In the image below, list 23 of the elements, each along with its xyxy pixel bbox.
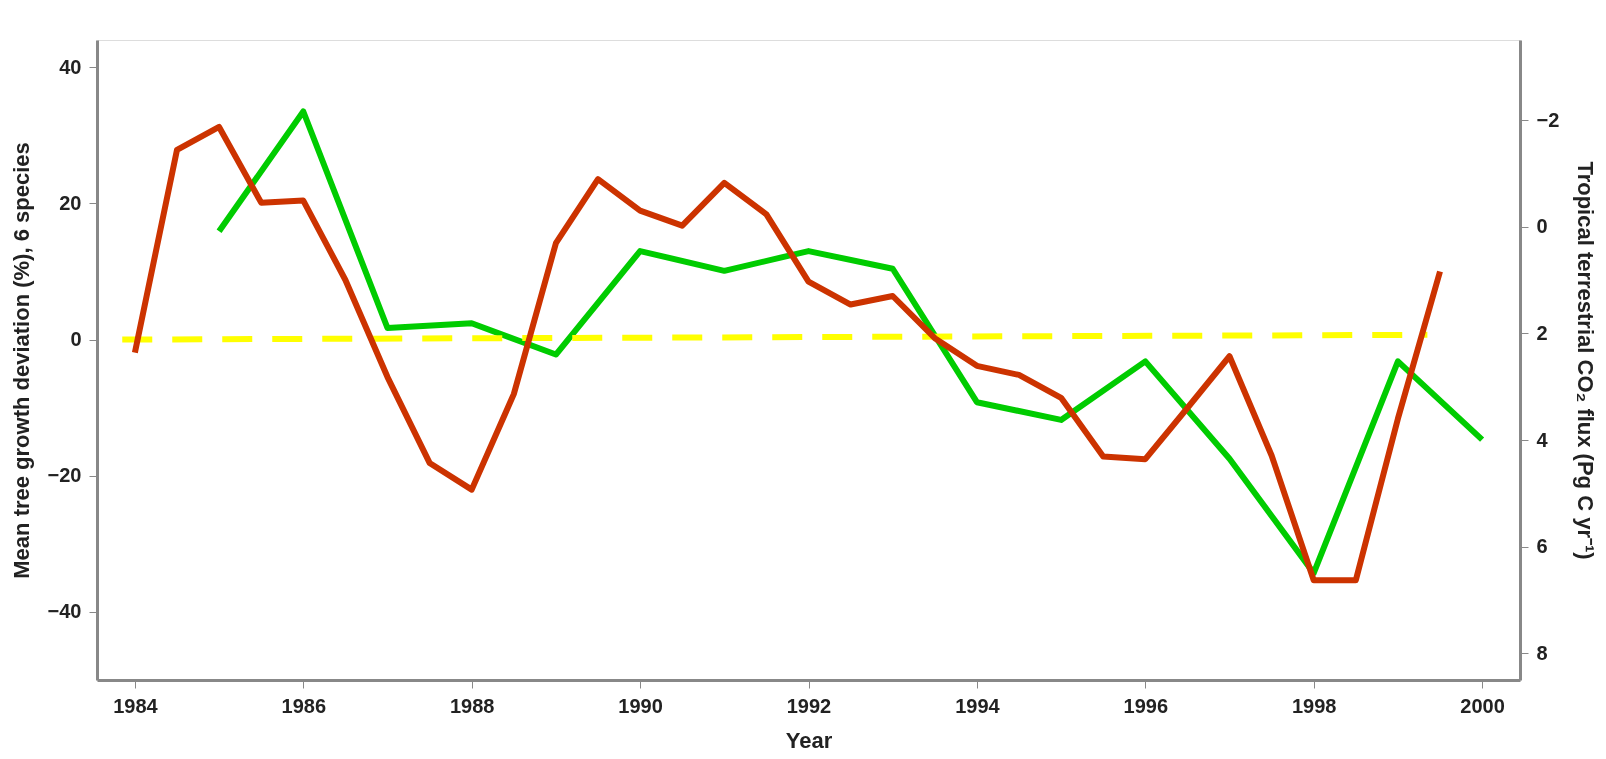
x-tick-label: 1996 <box>1123 694 1169 717</box>
x-tick-label: 2000 <box>1460 694 1505 717</box>
x-axis-title: Year <box>785 727 833 753</box>
y2-tick-label: −2 <box>1536 108 1560 131</box>
x-tick-label: 1988 <box>449 694 495 717</box>
y2-tick-label: 4 <box>1536 428 1549 451</box>
y-axis-title: Mean tree growth deviation (%), 6 species <box>8 142 34 579</box>
y-tick-label: −20 <box>47 464 82 487</box>
y-tick-label: −40 <box>47 600 82 623</box>
y2-tick-label: 8 <box>1536 641 1548 664</box>
y2-tick-label: 6 <box>1536 535 1548 558</box>
x-tick-label: 1990 <box>618 694 663 717</box>
y-tick-label: 40 <box>59 55 82 78</box>
y2-axis-title: Tropical terrestrial CO₂ flux (Pg C yr⁻¹) <box>1573 161 1599 560</box>
y-tick-label: 0 <box>70 328 82 351</box>
y-tick-label: 20 <box>59 191 82 214</box>
y2-tick-label: 2 <box>1536 321 1548 344</box>
x-tick-label: 1984 <box>113 694 159 717</box>
x-tick-label: 1992 <box>786 694 832 717</box>
x-tick-label: 1986 <box>281 694 327 717</box>
y2-tick-label: 0 <box>1536 215 1548 238</box>
x-tick-label: 1998 <box>1291 694 1337 717</box>
x-tick-label: 1994 <box>955 694 1001 717</box>
